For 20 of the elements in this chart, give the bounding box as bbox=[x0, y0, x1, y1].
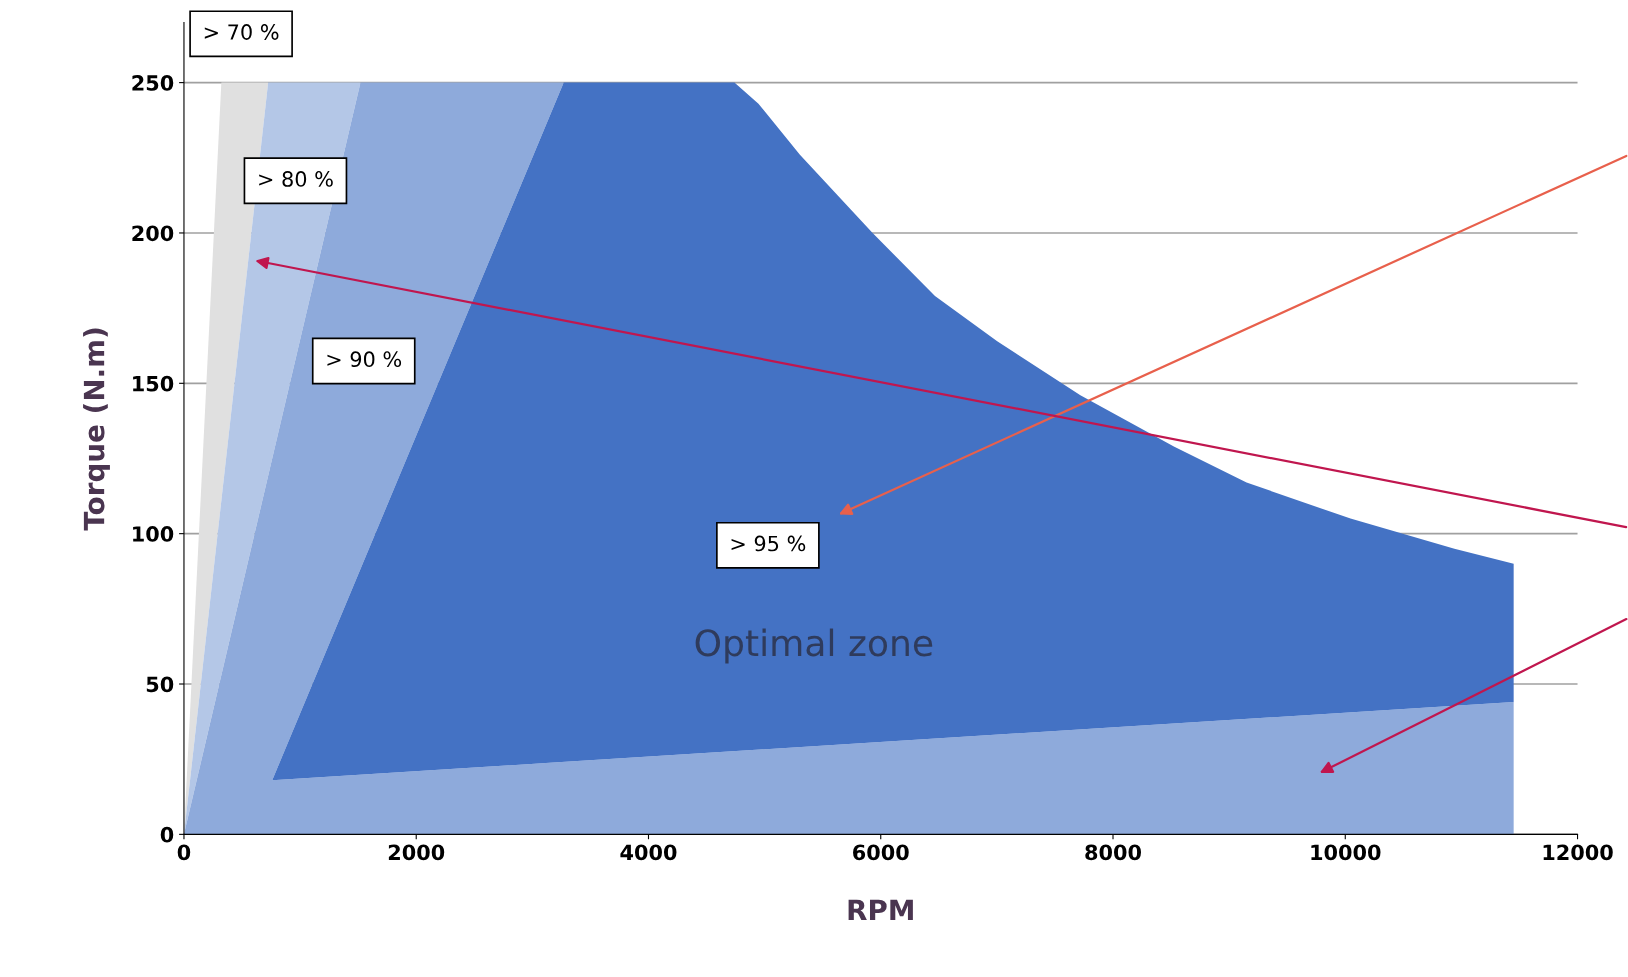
y-tick-label: 200 bbox=[132, 225, 174, 242]
x-tick-label: 12000 bbox=[1543, 844, 1613, 861]
x-tick-label: 10000 bbox=[1311, 844, 1381, 861]
x-tick-label: 0 bbox=[177, 844, 191, 861]
annotation: > 95 % bbox=[731, 535, 806, 552]
x-tick-label: 4000 bbox=[620, 844, 677, 861]
x-tick-label: 6000 bbox=[853, 844, 909, 861]
y-tick-label: 50 bbox=[146, 676, 174, 693]
y-tick-label: 100 bbox=[133, 526, 174, 542]
y-tick-label: 150 bbox=[133, 375, 174, 392]
x-tick-label: 8000 bbox=[1085, 844, 1142, 861]
y-tick-label: 0 bbox=[160, 826, 174, 843]
annotation: > 70 % bbox=[204, 24, 279, 40]
annotation: > 90 % bbox=[327, 351, 402, 368]
y-axis-title: Torque (N.m) bbox=[83, 328, 110, 531]
annotation: > 80 % bbox=[259, 171, 333, 187]
annotation: Optimal zone bbox=[695, 628, 933, 664]
y-tick-label: 250 bbox=[132, 75, 174, 91]
x-axis-title: RPM bbox=[848, 899, 913, 921]
x-tick-label: 2000 bbox=[388, 844, 445, 861]
